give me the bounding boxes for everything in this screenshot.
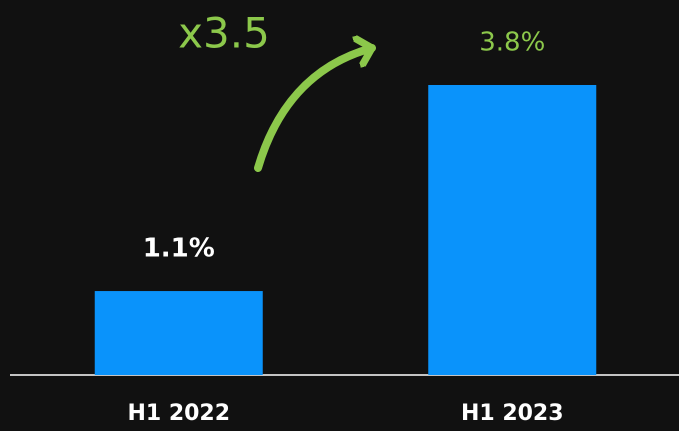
x-tick-label: H1 2023 (461, 401, 564, 426)
value-label: 3.8% (479, 28, 545, 58)
value-label: 1.1% (143, 234, 215, 264)
x-tick-label: H1 2022 (127, 401, 230, 426)
annotation: x3.5 (178, 9, 270, 58)
bar (428, 85, 597, 375)
arrow (254, 48, 376, 172)
bar (94, 291, 263, 375)
